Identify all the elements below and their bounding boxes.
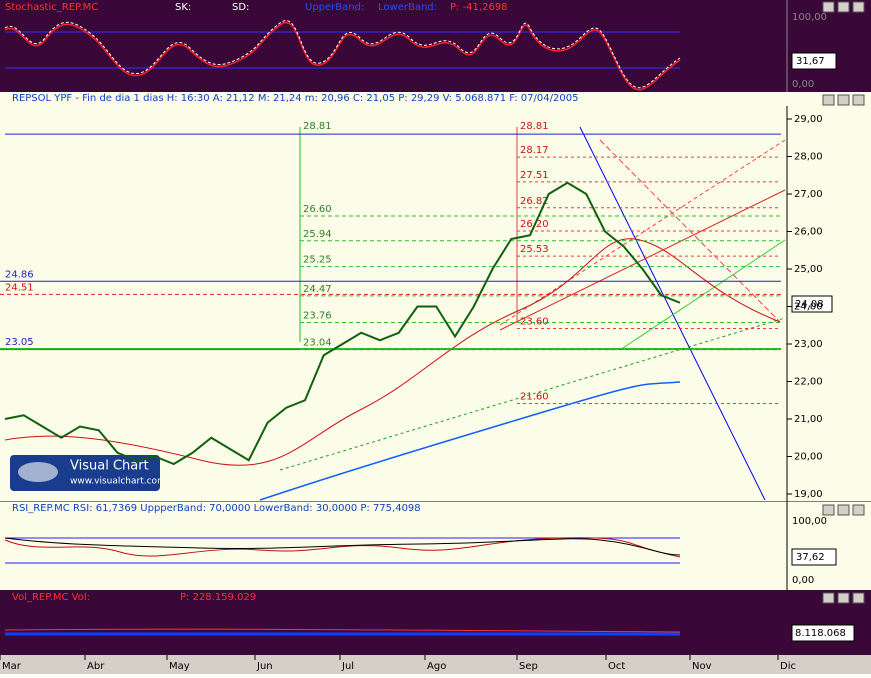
y-tick-label: 19,00: [794, 489, 823, 500]
y-tick-label: 28,00: [794, 152, 823, 163]
rsi-header: RSI_REP.MC RSI: 61,7369 UppperBand: 70,0…: [12, 503, 421, 514]
level-label: 23.05: [5, 337, 34, 348]
level-label: 27.51: [520, 170, 549, 181]
month-label: May: [169, 661, 190, 672]
stoch-header: P: -41,2698: [450, 2, 508, 13]
level-label: 21.60: [520, 392, 549, 403]
level-label: 25.53: [520, 244, 549, 255]
level-label: 25.25: [303, 255, 332, 266]
y-tick-label: 22,00: [794, 377, 823, 388]
y-tick-label: 25,00: [794, 264, 823, 275]
level-label: 23.76: [303, 311, 332, 322]
price-line: [4, 181, 681, 466]
volume-p: P: 228.159.029: [180, 592, 256, 603]
level-label: 26.60: [303, 204, 332, 215]
rsi-axis: 100,00: [792, 516, 827, 527]
stoch-axis: 0,00: [792, 79, 814, 90]
month-label: Dic: [780, 661, 796, 672]
stoch-header: SD:: [232, 2, 249, 13]
main-header: REPSOL YPF - Fin de dia 1 dias H: 16:30 …: [12, 93, 578, 104]
month-label: Sep: [519, 661, 538, 672]
level-label: 24.47: [303, 284, 332, 295]
level-label: 24.51: [5, 282, 34, 293]
level-label: 23.60: [520, 317, 549, 328]
month-label: Abr: [87, 661, 105, 672]
level-label: 23.04: [303, 338, 332, 349]
stoch-header: UpperBand:: [305, 2, 364, 13]
level-label: 28.81: [303, 121, 332, 132]
month-label: Nov: [692, 661, 712, 672]
stoch-axis: 100,00: [792, 12, 827, 23]
logo-title: Visual Chart: [70, 459, 149, 474]
month-label: Jun: [256, 661, 273, 672]
stoch-current: 31,67: [796, 56, 825, 67]
month-label: Ago: [427, 661, 446, 672]
volume-header: Vol_REP.MC Vol:: [12, 592, 90, 603]
y-tick-label: 26,00: [794, 227, 823, 238]
price-current: 24,08: [795, 299, 824, 310]
stoch-header: LowerBand:: [378, 2, 437, 13]
logo-url[interactable]: www.visualchart.com: [70, 477, 166, 487]
month-label: Mar: [2, 661, 22, 672]
month-label: Jul: [341, 661, 354, 672]
level-label: 28.81: [520, 121, 549, 132]
rsi-axis: 0,00: [792, 575, 814, 586]
y-tick-label: 21,00: [794, 414, 823, 425]
stoch-header: Stochastic_REP.MC: [5, 2, 98, 13]
level-label: 28.17: [520, 145, 549, 156]
stoch-header: SK:: [175, 2, 191, 13]
level-label: 25.94: [303, 229, 332, 240]
y-tick-label: 27,00: [794, 189, 823, 200]
y-tick-label: 24,00: [794, 302, 823, 313]
y-tick-label: 20,00: [794, 452, 823, 463]
volume-current: 8.118.068: [795, 628, 846, 639]
level-label: 26.82: [520, 196, 549, 207]
month-label: Oct: [608, 661, 625, 672]
y-tick-label: 23,00: [794, 339, 823, 350]
level-label: 24.86: [5, 269, 34, 280]
y-tick-label: 29,00: [794, 114, 823, 125]
rsi-current: 37,62: [796, 552, 825, 563]
